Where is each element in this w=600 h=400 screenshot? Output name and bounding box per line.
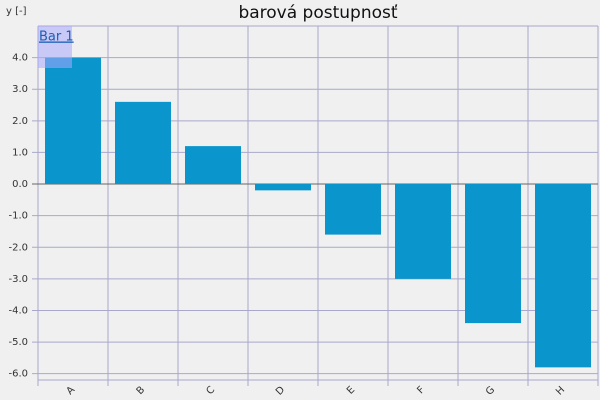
y-tick-label: -5.0 <box>8 337 28 348</box>
y-tick-label: 1.0 <box>12 147 28 158</box>
y-tick-label: -4.0 <box>8 305 28 316</box>
legend-entry[interactable]: Bar 1 <box>39 30 74 45</box>
y-tick-label: -6.0 <box>8 369 28 380</box>
y-tick-label: 4.0 <box>12 53 28 64</box>
chart-title: barová postupnosť <box>238 3 397 23</box>
bar <box>535 184 591 368</box>
y-axis-label: y [-] <box>6 6 27 17</box>
y-tick-label: -3.0 <box>8 274 28 285</box>
legend-highlight <box>38 26 72 68</box>
y-tick-label: -1.0 <box>8 211 28 222</box>
y-tick-label: -2.0 <box>8 242 28 253</box>
bar <box>45 57 101 185</box>
y-tick-label: 2.0 <box>12 116 28 127</box>
y-tick-label: 3.0 <box>12 84 28 95</box>
bar <box>185 146 241 185</box>
y-tick-label: 0.0 <box>12 179 28 190</box>
bar <box>465 184 521 324</box>
bar <box>325 184 381 235</box>
bar <box>255 184 311 191</box>
bar <box>395 184 451 279</box>
bar <box>115 101 171 185</box>
